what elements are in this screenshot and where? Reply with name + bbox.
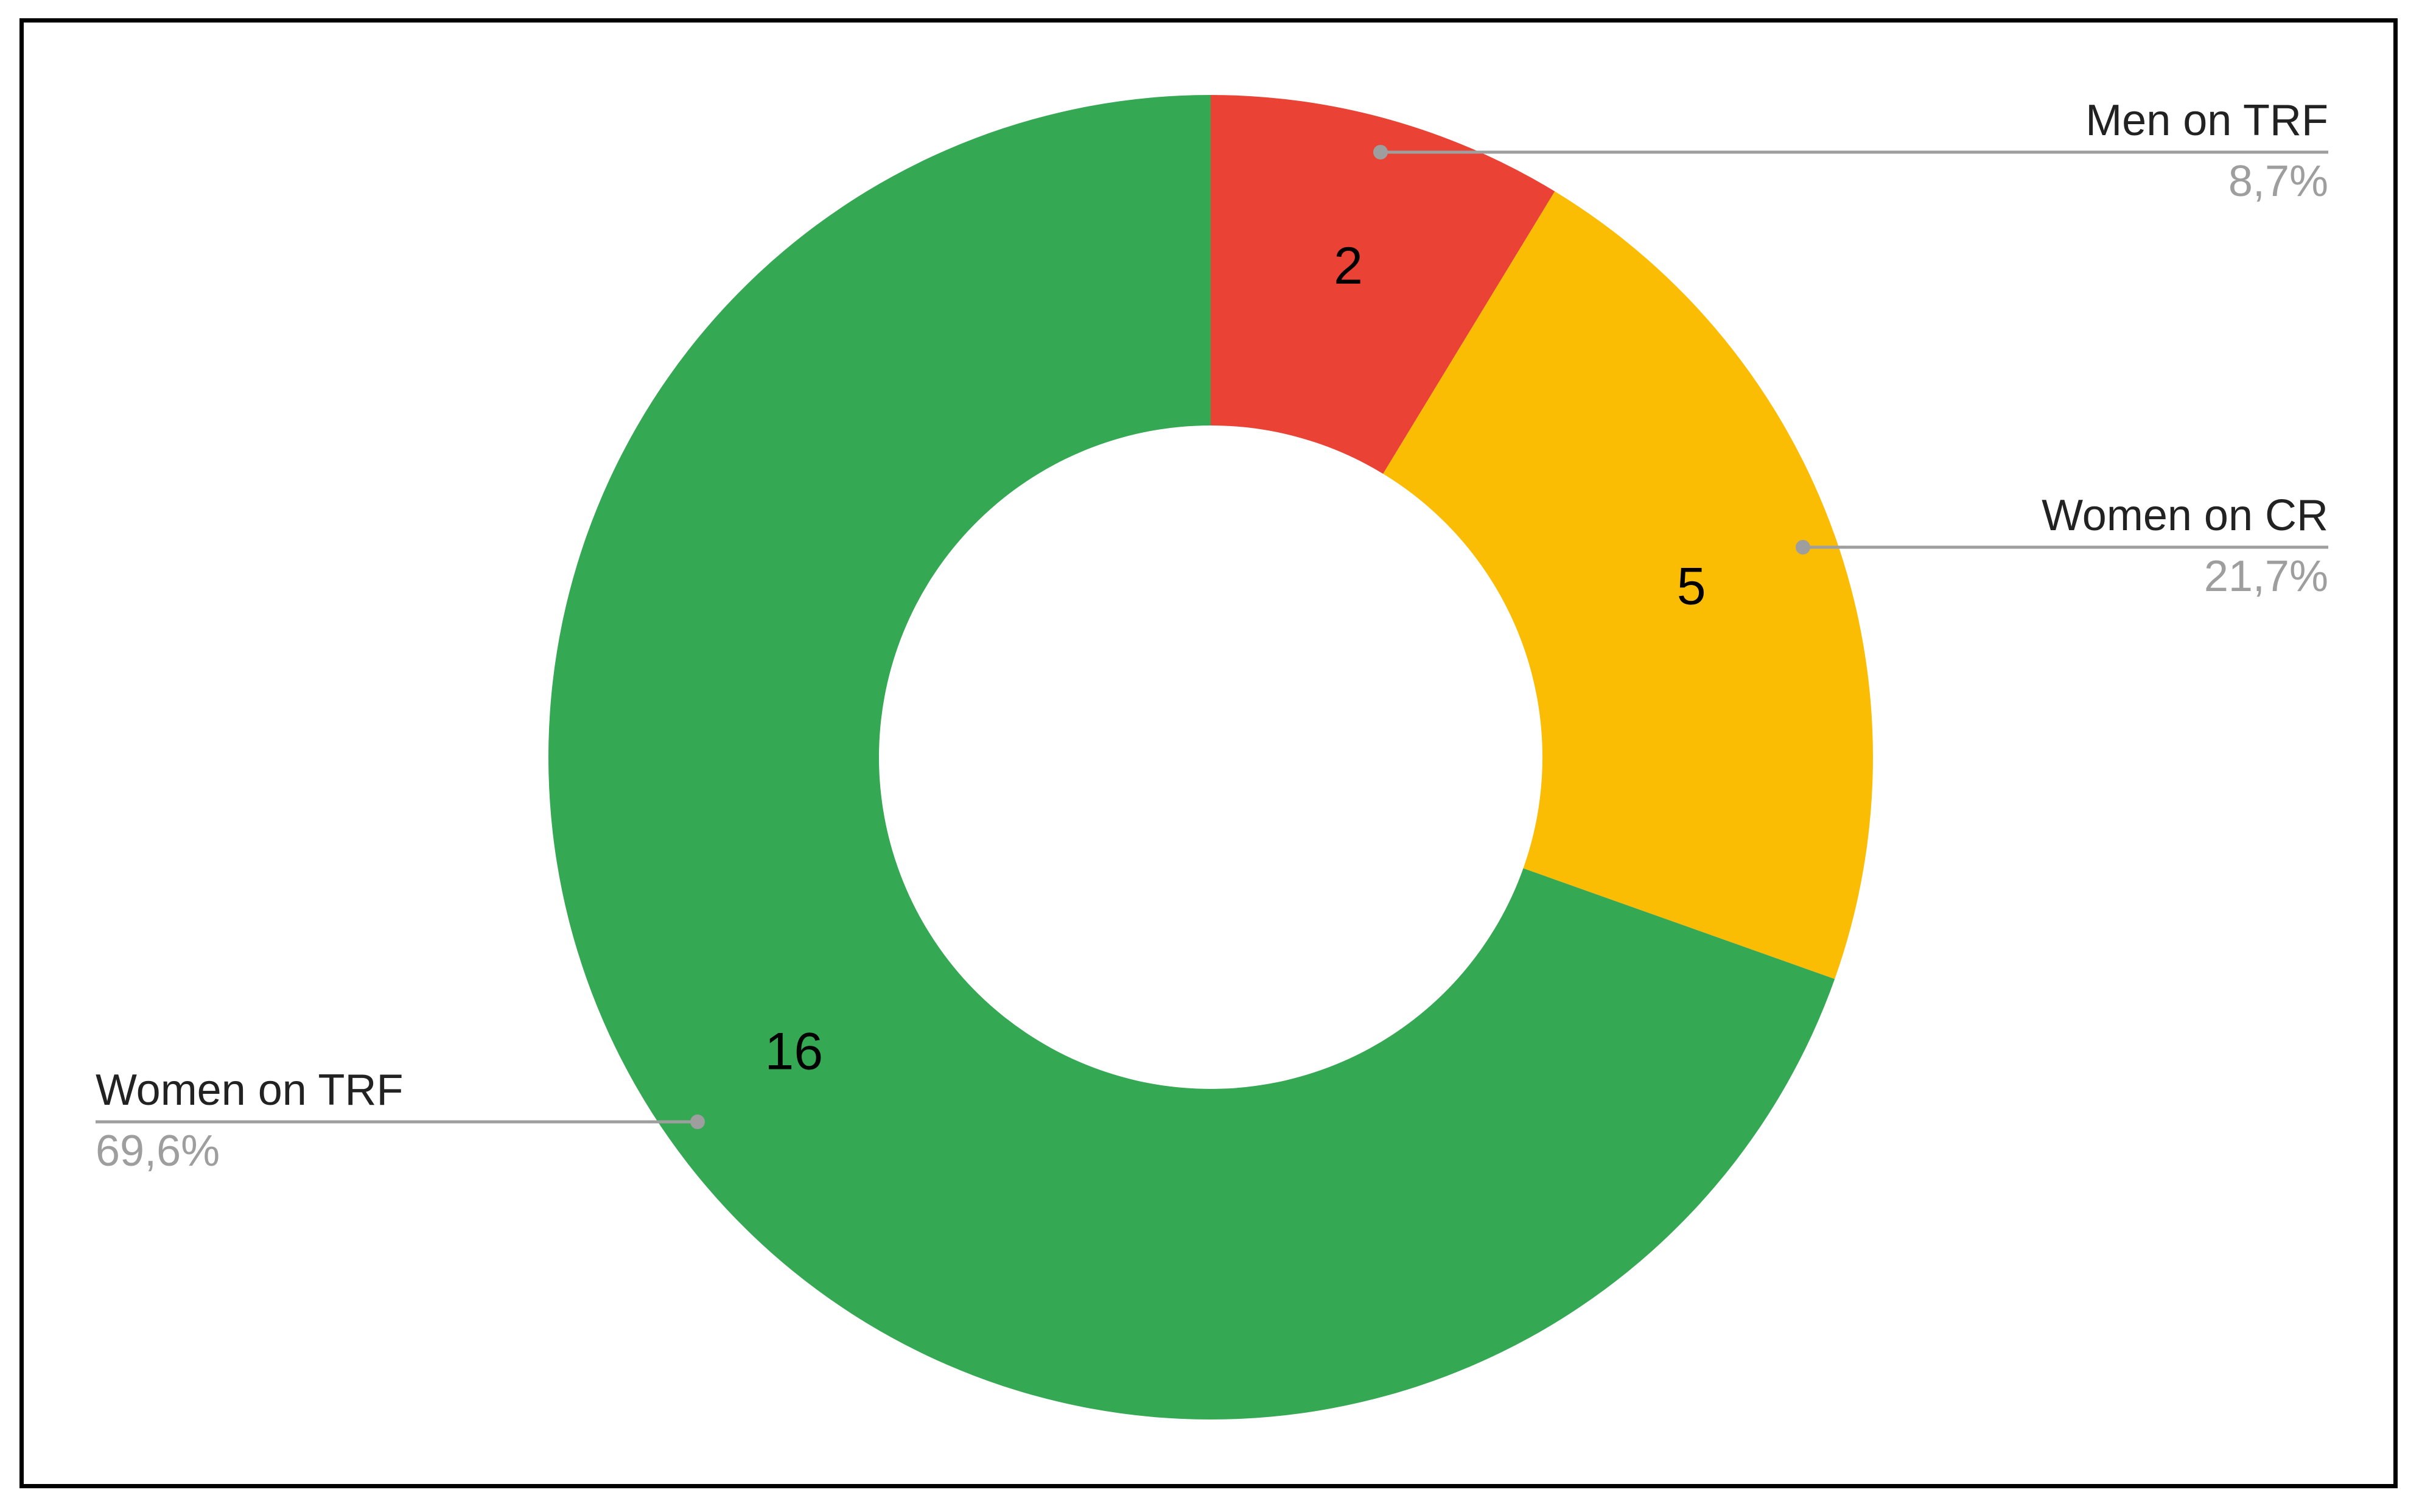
leader-dot — [1796, 540, 1810, 555]
slice-values-layer: 2 5 16 — [765, 237, 1706, 1080]
legend-label: Men on TRF — [2085, 96, 2328, 145]
callouts-layer: Men on TRF 8,7% Women on CR 21,7% Women on T… — [96, 96, 2328, 1175]
legend-percent: 69,6% — [96, 1127, 220, 1175]
leader-dot — [1373, 145, 1388, 159]
slice-women-on-cr — [1383, 191, 1874, 979]
slice-value-men-on-trf: 2 — [1334, 237, 1363, 295]
callout-women-on-trf: Women on TRF 69,6% — [96, 1066, 705, 1175]
slices-layer — [548, 95, 1874, 1419]
legend-percent: 8,7% — [2228, 157, 2328, 206]
slice-value-women-on-trf: 16 — [765, 1022, 824, 1080]
slice-women-on-trf — [548, 95, 1835, 1419]
legend-label: Women on TRF — [96, 1066, 404, 1115]
callout-women-on-cr: Women on CR 21,7% — [1796, 491, 2328, 601]
callout-men-on-trf: Men on TRF 8,7% — [1373, 96, 2328, 206]
leader-dot — [690, 1115, 705, 1129]
legend-label: Women on CR — [2042, 491, 2328, 540]
legend-percent: 21,7% — [2204, 552, 2328, 601]
slice-value-women-on-cr: 5 — [1677, 557, 1706, 615]
slice-men-on-trf — [1211, 95, 1555, 474]
